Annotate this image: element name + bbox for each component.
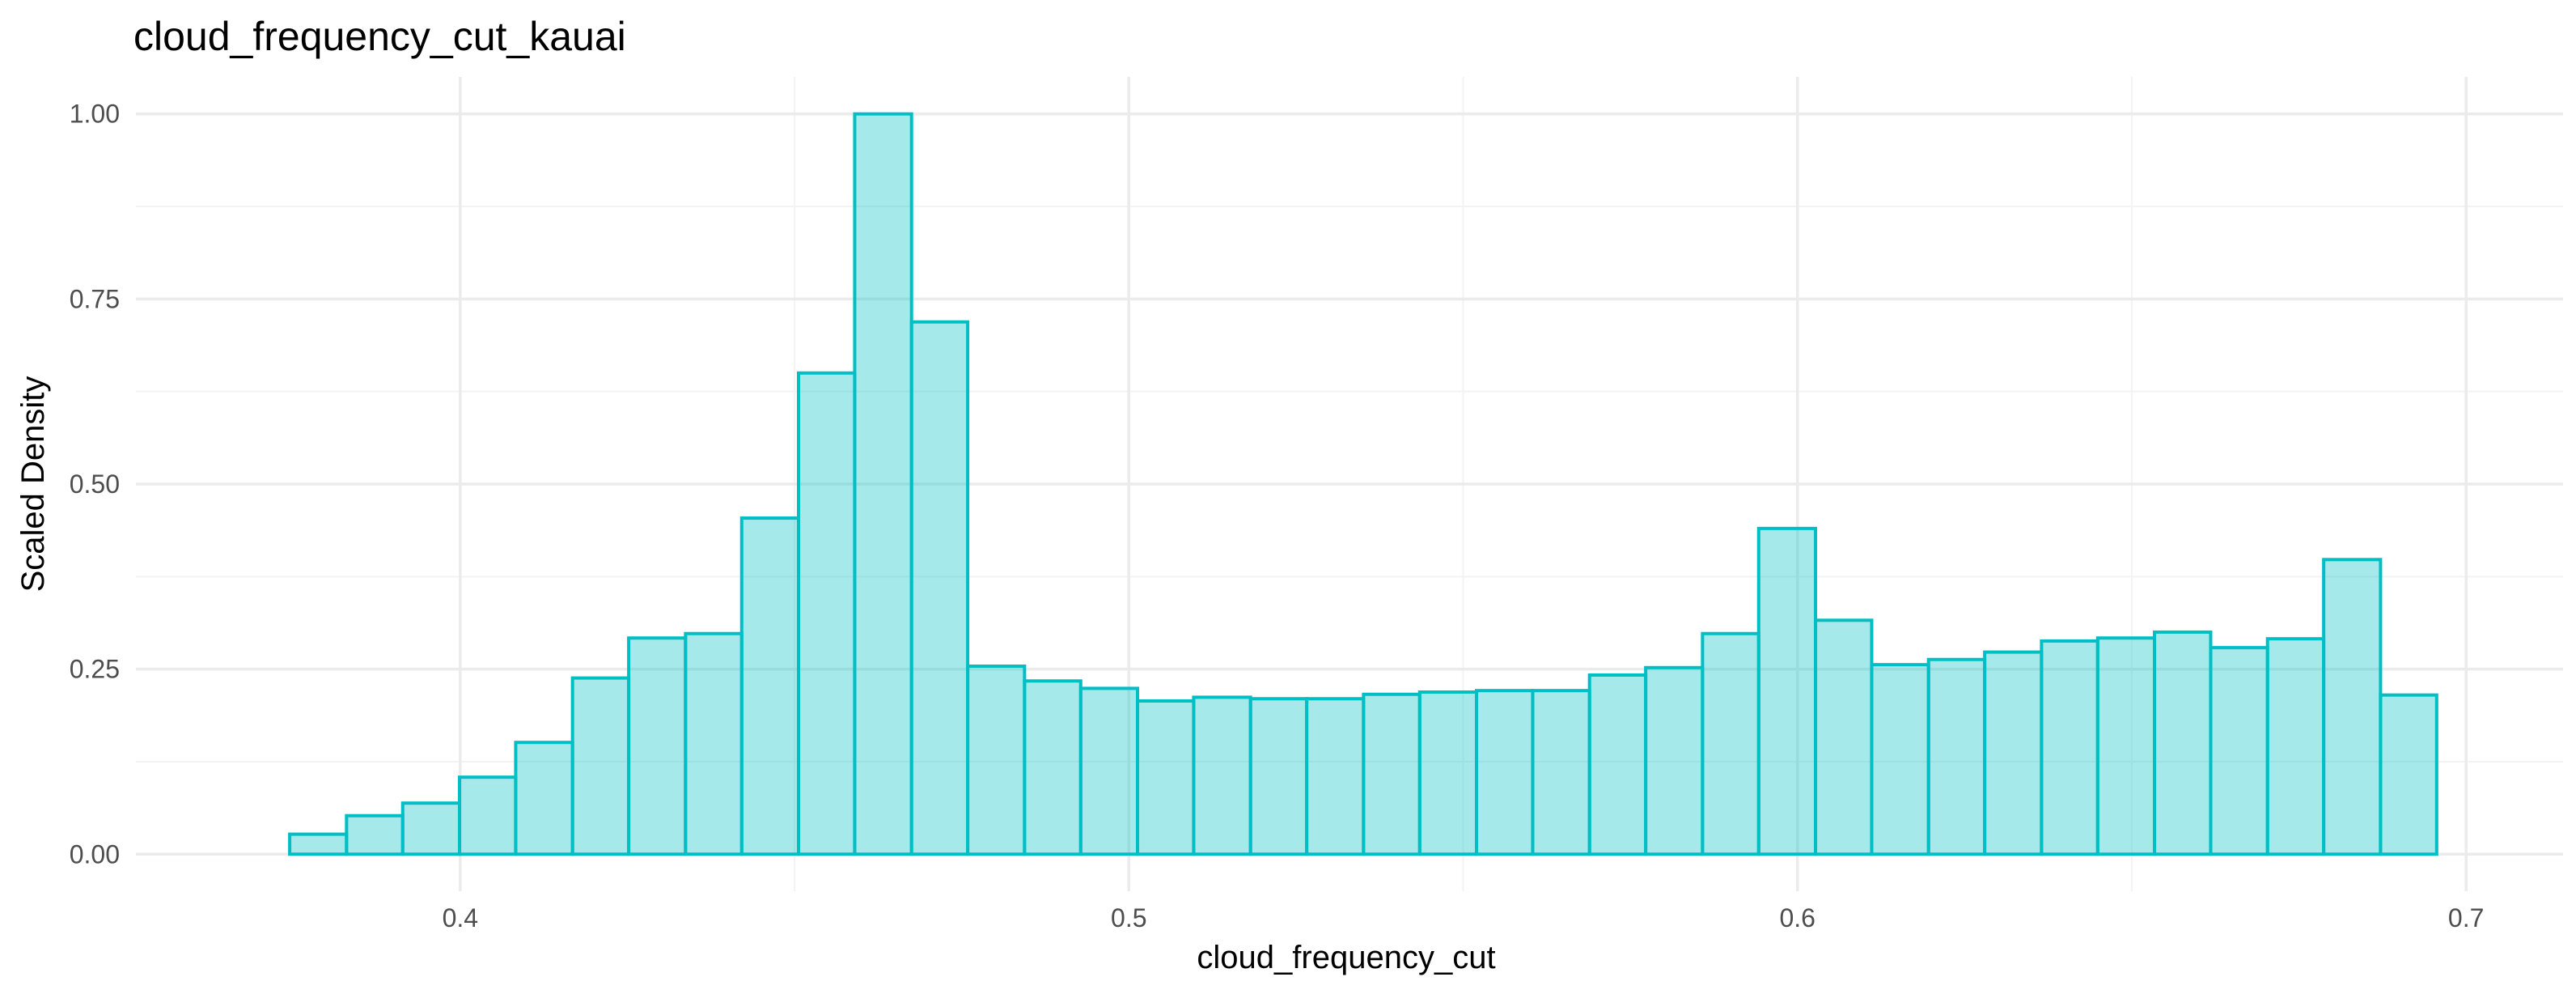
histogram-bar [739, 516, 801, 856]
histogram-bars [288, 112, 2438, 856]
x-axis-title: cloud_frequency_cut [1197, 940, 1495, 975]
histogram-bar [1701, 631, 1760, 856]
histogram-bar [1587, 673, 1648, 856]
chart-title: cloud_frequency_cut_kauai [133, 14, 626, 59]
histogram-bar [1870, 663, 1930, 856]
histogram-bar [2322, 558, 2383, 856]
histogram-bar [2153, 630, 2213, 856]
histogram-bar [1248, 697, 1309, 856]
histogram-bar [1417, 690, 1479, 856]
x-axis-tick-labels: 0.4 0.5 0.6 0.7 [443, 903, 2485, 932]
y-axis-tick-labels: 0.00 0.25 0.50 0.75 1.00 [70, 100, 120, 869]
histogram-bar [1362, 692, 1421, 856]
histogram-bar [1192, 695, 1252, 856]
y-axis-title: Scaled Density [15, 376, 51, 593]
histogram-bar [458, 775, 518, 856]
histogram-bar [1983, 650, 2044, 856]
histogram-bar [2095, 636, 2157, 856]
histogram-bar [1305, 697, 1366, 856]
histogram-bar [1926, 657, 1987, 856]
histogram-bar [514, 741, 574, 856]
histogram-bar [627, 636, 688, 856]
histogram-bar [1531, 689, 1591, 856]
histogram-bar [1023, 679, 1083, 856]
histogram-bar [684, 631, 744, 856]
histogram-bar [2209, 646, 2269, 856]
x-tick-label: 0.7 [2448, 903, 2484, 932]
histogram-bar [400, 801, 462, 856]
y-tick-label: 0.50 [70, 469, 120, 499]
x-tick-label: 0.5 [1111, 903, 1146, 932]
histogram-bar [345, 813, 405, 856]
histogram-bar [1475, 689, 1535, 856]
histogram-bar [1814, 618, 1874, 856]
histogram-bar [1644, 665, 1705, 856]
y-tick-label: 0.75 [70, 284, 120, 313]
histogram-bar [2265, 637, 2326, 856]
histogram-bar [2040, 639, 2099, 856]
histogram-bar [288, 832, 349, 856]
histogram-bar [853, 112, 913, 856]
histogram-bar [1756, 526, 1818, 856]
grid-lines [136, 77, 2563, 891]
histogram-bar [2379, 693, 2438, 856]
histogram-bar [909, 320, 970, 856]
y-tick-label: 1.00 [70, 100, 120, 129]
y-tick-label: 0.00 [70, 839, 120, 869]
x-tick-label: 0.6 [1779, 903, 1815, 932]
histogram-bar [1136, 699, 1196, 856]
histogram-bar [570, 676, 631, 856]
histogram-bar [1078, 686, 1140, 856]
histogram-bar [797, 371, 857, 856]
histogram-bar [966, 664, 1027, 856]
x-tick-label: 0.4 [443, 903, 478, 932]
y-tick-label: 0.25 [70, 655, 120, 684]
